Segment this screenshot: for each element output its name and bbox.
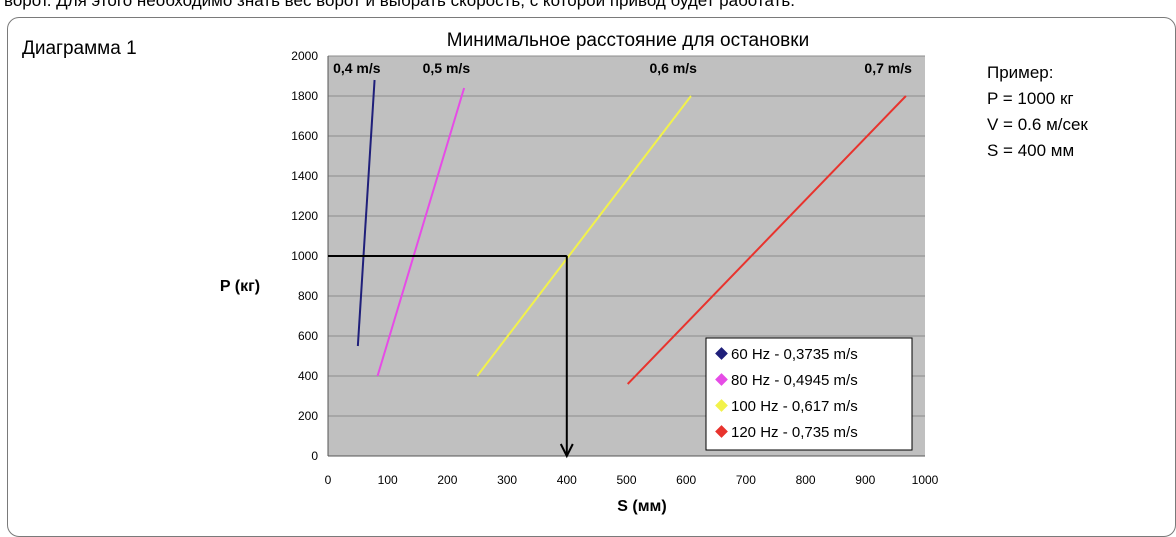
series-line — [476, 95, 692, 377]
chart-title: Минимальное расстояние для остановки — [447, 30, 809, 51]
y-tick-label: 0 — [311, 449, 318, 463]
example-arrows — [328, 255, 574, 459]
legend-box — [705, 337, 913, 451]
example-title: Пример: — [987, 63, 1054, 82]
x-tick-label: 300 — [497, 473, 517, 487]
y-tick-label: 1200 — [291, 209, 318, 223]
speed-labels: 0,4 m/s 0,5 m/s 0,6 m/s 0,7 m/s — [333, 60, 912, 76]
x-axis-label: S (мм) — [617, 498, 666, 515]
x-tick-label: 700 — [736, 473, 756, 487]
legend: 60 Hz - 0,3735 m/s 80 Hz - 0,4945 m/s 100 … — [705, 337, 913, 451]
y-tick-label: 600 — [298, 329, 318, 343]
x-tick-label: 200 — [437, 473, 457, 487]
example-line-weight: P = 1000 кг — [987, 89, 1074, 108]
example-line-distance: S = 400 мм — [987, 141, 1075, 160]
legend-entry: 100 Hz - 0,617 m/s — [731, 398, 858, 415]
x-tick-label: 600 — [676, 473, 696, 487]
y-tick-label: 200 — [298, 409, 318, 423]
diagram-label: Диаграмма 1 — [22, 38, 137, 59]
series-lines — [356, 79, 907, 385]
series-line — [356, 79, 376, 347]
speed-label: 0,5 m/s — [423, 60, 471, 76]
y-tick-label: 1800 — [291, 89, 318, 103]
example-box: Пример: P = 1000 кг V = 0.6 м/сек S = 40… — [987, 60, 1088, 164]
arrow-head — [559, 443, 574, 459]
x-tick-label: 0 — [325, 473, 332, 487]
intro-text-line: ворот. Для этого необходимо знать вес во… — [4, 0, 795, 10]
x-tick-label: 800 — [796, 473, 816, 487]
speed-label: 0,6 m/s — [649, 60, 697, 76]
y-tick-label: 800 — [298, 289, 318, 303]
example-line-speed: V = 0.6 м/сек — [987, 115, 1088, 134]
x-tick-label: 500 — [616, 473, 636, 487]
y-tick-labels: 0 200 400 600 800 1000 1200 1400 1600 1800 2000 — [291, 49, 318, 463]
speed-label: 0,4 m/s — [333, 60, 381, 76]
y-axis-label: P (кг) — [220, 278, 260, 295]
series-line — [376, 87, 466, 377]
x-tick-label: 900 — [855, 473, 875, 487]
legend-entry: 60 Hz - 0,3735 m/s — [731, 346, 858, 363]
speed-label: 0,7 m/s — [864, 60, 912, 76]
y-tick-label: 1400 — [291, 169, 318, 183]
x-tick-label: 100 — [378, 473, 398, 487]
y-tick-label: 1600 — [291, 129, 318, 143]
y-tick-label: 400 — [298, 369, 318, 383]
x-tick-label: 400 — [557, 473, 577, 487]
y-tick-label: 1000 — [291, 249, 318, 263]
series-line — [626, 95, 907, 385]
x-tick-labels: 0 100 200 300 400 500 600 700 800 900 1000 — [325, 473, 939, 487]
x-tick-label: 1000 — [912, 473, 939, 487]
y-tick-label: 2000 — [291, 49, 318, 63]
legend-entry: 80 Hz - 0,4945 m/s — [731, 372, 858, 389]
stopping-distance-chart: 0 200 400 600 800 1000 1200 1400 1600 1800 2000 0 1… — [220, 30, 939, 515]
legend-entry: 120 Hz - 0,735 m/s — [731, 424, 858, 441]
